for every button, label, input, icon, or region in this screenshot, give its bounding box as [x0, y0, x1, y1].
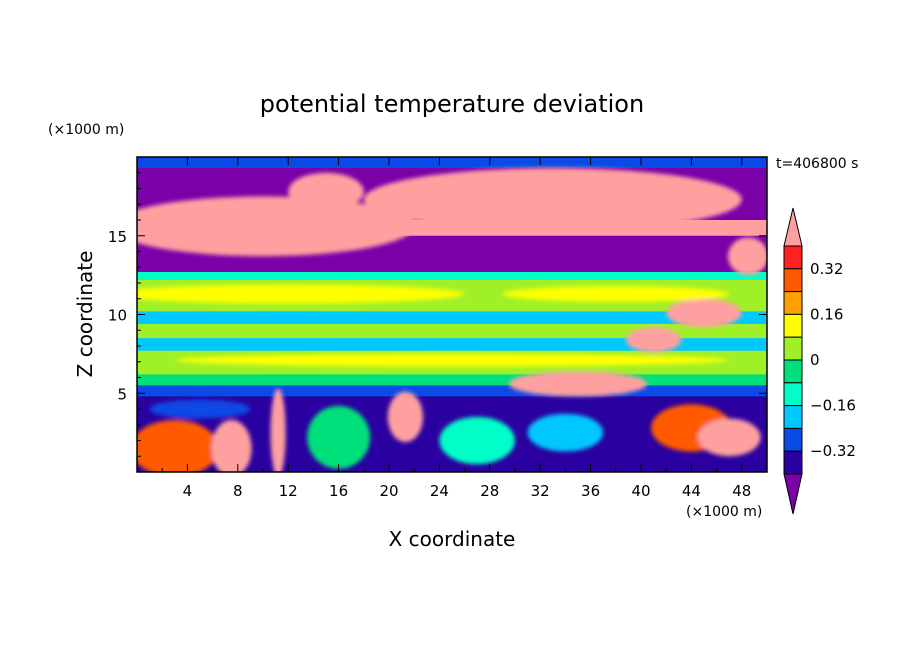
x-axis-label: X coordinate	[389, 527, 516, 551]
contour-feature	[666, 298, 742, 328]
colorbar	[783, 207, 803, 515]
colorbar-label: −0.32	[810, 442, 856, 460]
colorbar-segment	[783, 427, 803, 452]
x-tick-label: 28	[480, 482, 499, 500]
contour-band	[137, 157, 767, 169]
x-tick-label: 12	[279, 482, 298, 500]
x-tick-label: 32	[531, 482, 550, 500]
x-unit-label: (×1000 m)	[686, 504, 762, 520]
colorbar-segment	[783, 450, 803, 475]
contour-features	[137, 168, 767, 472]
contour-feature	[697, 418, 761, 457]
contour-feature	[625, 327, 682, 353]
x-tick-label: 20	[379, 482, 398, 500]
colorbar-segment	[783, 359, 803, 384]
contour-feature	[307, 405, 371, 469]
contour-feature	[137, 420, 219, 472]
colorbar-min-extension	[783, 473, 803, 515]
colorbar-max-extension	[783, 207, 803, 247]
x-tick-label: 44	[682, 482, 701, 500]
colorbar-label: −0.16	[810, 397, 856, 415]
contour-band	[137, 271, 767, 281]
colorbar-segment	[783, 313, 803, 338]
contour-feature	[439, 416, 515, 465]
x-tick-label: 40	[631, 482, 650, 500]
x-tick-label: 24	[430, 482, 449, 500]
colorbar-segment	[783, 382, 803, 407]
x-tick-label: 36	[581, 482, 600, 500]
x-tick-label: 4	[183, 482, 193, 500]
contour-band	[137, 338, 767, 352]
y-axis-ticks: 5 10 15	[108, 172, 767, 457]
colorbar-segment	[783, 268, 803, 293]
contour-feature	[363, 168, 742, 232]
contour-feature	[527, 413, 604, 452]
contour-feature	[288, 172, 364, 211]
contour-band	[137, 311, 767, 325]
colorbar-labels: 0.32 0.16 0 −0.16 −0.32	[810, 260, 856, 460]
colorbar-segment	[783, 336, 803, 361]
y-tick-label: 10	[108, 307, 127, 325]
colorbar-label: 0.32	[810, 260, 843, 278]
contour-feature	[174, 353, 730, 367]
contour-feature	[149, 399, 251, 419]
contour-feature	[211, 420, 252, 472]
colorbar-segment	[783, 405, 803, 429]
colorbar-label: 0.16	[810, 305, 843, 323]
time-label: t=406800 s	[776, 156, 858, 172]
y-tick-label: 15	[108, 228, 127, 246]
x-tick-label: 48	[732, 482, 751, 500]
plot-area	[137, 157, 767, 472]
y-tick-label: 5	[117, 385, 127, 403]
contour-feature	[270, 388, 286, 472]
contour-feature	[727, 237, 767, 276]
x-tick-label: 8	[233, 482, 243, 500]
y-axis-label: Z coordinate	[73, 251, 97, 378]
contour-feature	[387, 391, 424, 443]
contour-feature	[137, 284, 465, 304]
contour-feature	[502, 286, 730, 302]
colorbar-label: 0	[810, 351, 820, 369]
contour-band	[137, 323, 767, 339]
y-unit-label: (×1000 m)	[48, 122, 124, 138]
x-tick-label: 16	[329, 482, 348, 500]
colorbar-segment	[783, 245, 803, 270]
contour-feature	[137, 196, 415, 257]
contour-band	[137, 385, 767, 397]
chart-title: potential temperature deviation	[260, 90, 644, 118]
colorbar-segment	[783, 291, 803, 315]
contour-band	[137, 374, 767, 386]
x-axis-ticks: 4 8 12 16 20 24 28 32 36 40 44 48	[161, 157, 751, 500]
contour-feature	[508, 371, 648, 397]
